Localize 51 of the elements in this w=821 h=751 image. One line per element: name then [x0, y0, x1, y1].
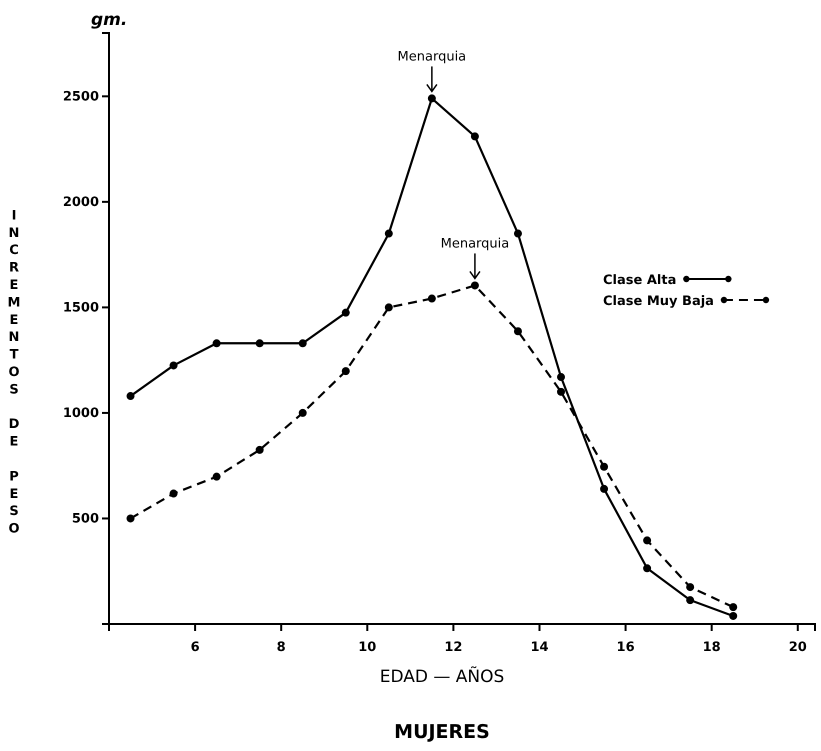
y-tick-label: 500: [72, 512, 99, 527]
point: [342, 367, 350, 376]
point: [686, 596, 694, 604]
point: [470, 132, 479, 140]
point: [126, 392, 135, 400]
point: [643, 564, 652, 572]
annotation: Menarquia: [398, 49, 466, 64]
point: [342, 308, 350, 317]
point: [256, 446, 264, 454]
point: [600, 484, 608, 493]
x-tick-label: 6: [190, 640, 200, 655]
legend-label: Clase Muy Baja: [603, 294, 714, 309]
point: [643, 536, 652, 544]
x-tick-label: 8: [276, 640, 286, 655]
point: [514, 230, 522, 238]
point: [557, 373, 566, 382]
text: MUJERES: [394, 721, 490, 743]
x-tick-label: 14: [530, 640, 549, 655]
point: [428, 94, 436, 102]
point: [384, 303, 393, 312]
text: gm.: [91, 10, 128, 30]
point: [212, 339, 221, 348]
point: [170, 490, 178, 498]
point: [600, 462, 608, 471]
point: [470, 281, 479, 290]
point: [298, 408, 307, 417]
point: [298, 339, 307, 348]
point: [557, 388, 566, 396]
annotation: Menarquia: [440, 236, 510, 252]
point: [384, 230, 393, 238]
x-tick-label: 10: [358, 640, 376, 655]
point: [256, 339, 264, 348]
y-tick-label: 2000: [62, 195, 99, 210]
y-tick-label: 2500: [62, 89, 99, 104]
x-tick-label: 20: [788, 640, 807, 655]
point: [212, 472, 221, 481]
point: [126, 514, 135, 522]
point: [170, 361, 178, 370]
point: [729, 612, 738, 620]
legend-label: Clase Alta: [603, 273, 676, 288]
y-tick-label: 1000: [62, 406, 99, 422]
text: INCREMENTOS DE PESO: [8, 208, 20, 537]
point: [686, 583, 694, 592]
point: [428, 294, 436, 303]
point: [514, 327, 522, 336]
x-tick-label: 12: [444, 640, 462, 655]
y-tick-label: 1500: [62, 300, 99, 316]
x-tick-label: 18: [702, 640, 721, 655]
x-tick-label: 16: [616, 640, 635, 655]
x-axis-title: EDAD — AÑOS: [380, 666, 504, 687]
point: [729, 603, 738, 612]
